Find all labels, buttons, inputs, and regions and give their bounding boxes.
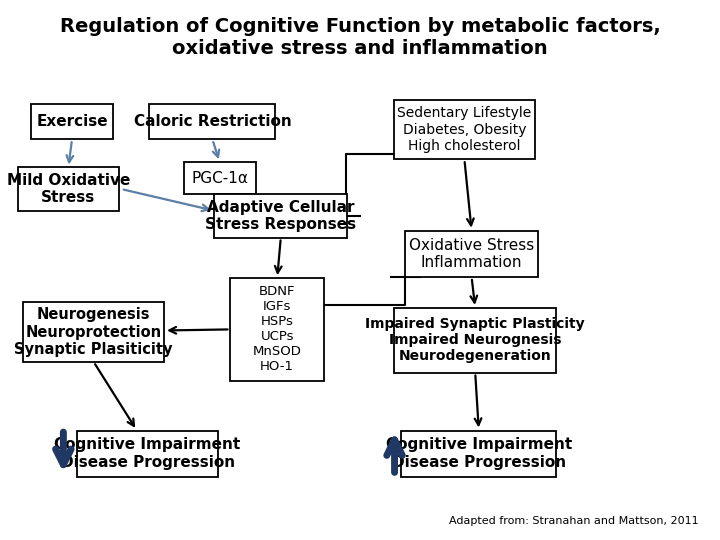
FancyBboxPatch shape xyxy=(150,104,275,139)
FancyBboxPatch shape xyxy=(395,308,556,373)
Text: Oxidative Stress
Inflammation: Oxidative Stress Inflammation xyxy=(409,238,534,270)
Text: BDNF
IGFs
HSPs
UCPs
MnSOD
HO-1: BDNF IGFs HSPs UCPs MnSOD HO-1 xyxy=(253,286,302,373)
Text: Sedentary Lifestyle
Diabetes, Obesity
High cholesterol: Sedentary Lifestyle Diabetes, Obesity Hi… xyxy=(397,106,531,153)
Text: Impaired Synaptic Plasticity
Impaired Neurognesis
Neurodegeneration: Impaired Synaptic Plasticity Impaired Ne… xyxy=(365,317,585,363)
FancyBboxPatch shape xyxy=(402,431,556,477)
FancyBboxPatch shape xyxy=(405,231,539,276)
Text: Exercise: Exercise xyxy=(36,114,108,129)
FancyBboxPatch shape xyxy=(78,431,217,477)
Text: Regulation of Cognitive Function by metabolic factors,: Regulation of Cognitive Function by meta… xyxy=(60,17,660,37)
FancyBboxPatch shape xyxy=(184,162,256,194)
Text: Cognitive Impairment
Disease Progression: Cognitive Impairment Disease Progression xyxy=(386,437,572,470)
Text: Adaptive Cellular
Stress Responses: Adaptive Cellular Stress Responses xyxy=(205,200,356,232)
FancyBboxPatch shape xyxy=(230,278,324,381)
Text: PGC-1α: PGC-1α xyxy=(191,171,248,186)
Text: oxidative stress and inflammation: oxidative stress and inflammation xyxy=(172,39,548,58)
Text: Mild Oxidative
Stress: Mild Oxidative Stress xyxy=(6,173,130,205)
FancyBboxPatch shape xyxy=(23,302,164,362)
Text: Neurogenesis
Neuroprotection
Synaptic Plasiticity: Neurogenesis Neuroprotection Synaptic Pl… xyxy=(14,307,173,357)
Text: Caloric Restriction: Caloric Restriction xyxy=(133,114,292,129)
FancyBboxPatch shape xyxy=(30,104,114,139)
FancyBboxPatch shape xyxy=(215,194,347,238)
Text: Adapted from: Stranahan and Mattson, 2011: Adapted from: Stranahan and Mattson, 201… xyxy=(449,516,698,526)
FancyBboxPatch shape xyxy=(18,167,119,211)
Text: Cognitive Impairment
Disease Progression: Cognitive Impairment Disease Progression xyxy=(55,437,240,470)
FancyBboxPatch shape xyxy=(395,100,534,159)
